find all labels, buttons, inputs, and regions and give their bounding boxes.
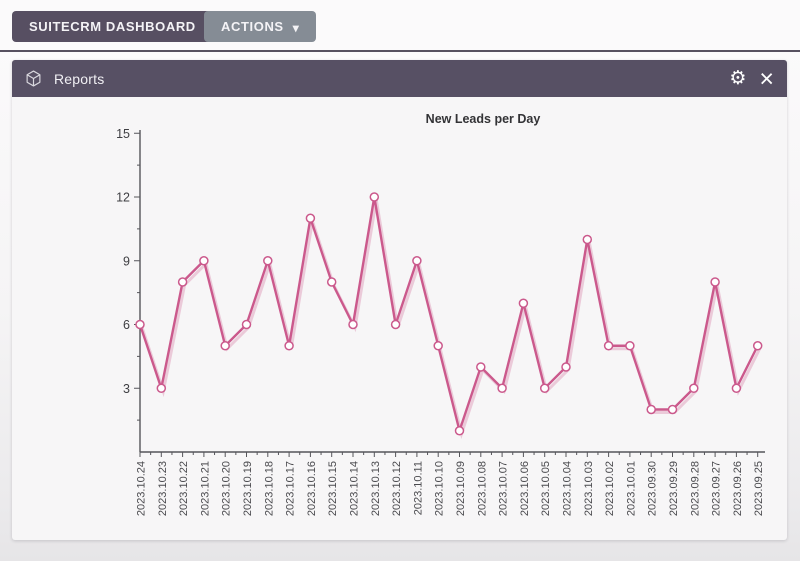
suitecrm-dashboard-label: SUITECRM DASHBOARD [29,19,196,34]
svg-text:9: 9 [123,254,130,268]
svg-text:2023.10.18: 2023.10.18 [263,461,275,516]
svg-text:2023.09.27: 2023.09.27 [711,461,723,516]
gear-icon[interactable]: ⚙ [729,67,747,89]
svg-text:2023.10.21: 2023.10.21 [199,461,211,516]
svg-text:2023.10.09: 2023.10.09 [455,461,467,516]
svg-text:2023.10.06: 2023.10.06 [519,461,531,516]
svg-text:2023.10.02: 2023.10.02 [604,461,616,516]
svg-text:2023.10.15: 2023.10.15 [327,461,339,516]
svg-text:2023.10.22: 2023.10.22 [178,461,190,516]
svg-text:2023.09.30: 2023.09.30 [647,461,659,516]
reports-panel-header: Reports ⚙ × [12,60,787,97]
svg-text:6: 6 [123,318,130,332]
svg-text:3: 3 [123,382,130,396]
module-cube-icon [26,70,41,87]
svg-text:2023.10.24: 2023.10.24 [136,461,148,516]
svg-text:2023.10.13: 2023.10.13 [370,461,382,516]
svg-text:2023.10.12: 2023.10.12 [391,461,403,516]
actions-label: ACTIONS [221,19,284,34]
svg-text:2023.10.14: 2023.10.14 [349,461,361,516]
svg-text:2023.09.25: 2023.09.25 [753,461,765,516]
svg-text:2023.10.10: 2023.10.10 [434,461,446,516]
suitecrm-dashboard-button[interactable]: SUITECRM DASHBOARD [12,11,213,42]
svg-text:2023.10.23: 2023.10.23 [157,461,169,516]
svg-text:2023.10.11: 2023.10.11 [412,461,424,515]
svg-text:2023.10.05: 2023.10.05 [540,461,552,516]
close-icon[interactable]: × [759,64,774,93]
top-toolbar: SUITECRM DASHBOARD ACTIONS ▾ [0,0,800,50]
svg-text:2023.10.03: 2023.10.03 [583,461,595,516]
chart-title: New Leads per Day [425,112,541,126]
reports-panel: Reports ⚙ × [12,60,787,540]
svg-text:2023.10.08: 2023.10.08 [476,461,488,516]
svg-text:2023.10.04: 2023.10.04 [562,461,574,516]
actions-button[interactable]: ACTIONS ▾ [204,11,317,42]
svg-text:2023.10.16: 2023.10.16 [306,461,318,516]
svg-text:12: 12 [116,191,130,205]
svg-text:2023.10.19: 2023.10.19 [242,461,254,516]
svg-text:2023.10.20: 2023.10.20 [221,461,233,516]
caret-down-icon: ▾ [292,20,300,35]
svg-text:2023.09.29: 2023.09.29 [668,461,680,516]
svg-text:2023.10.07: 2023.10.07 [498,461,510,516]
panel-title: Reports [54,70,105,87]
svg-text:2023.10.17: 2023.10.17 [285,461,297,516]
svg-text:15: 15 [116,127,130,141]
svg-text:2023.10.01: 2023.10.01 [625,461,637,516]
svg-text:2023.09.26: 2023.09.26 [732,461,744,516]
svg-text:2023.09.28: 2023.09.28 [689,461,701,516]
toolbar-divider [0,50,800,52]
new-leads-line-chart: 3 6 9 12 15 2023.10.24 2023.10.23 2023.10.22 202… [116,127,765,516]
